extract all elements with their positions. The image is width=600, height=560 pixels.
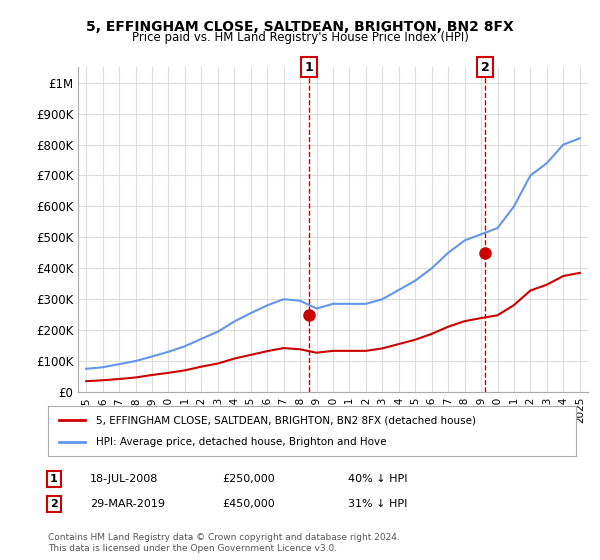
Text: HPI: Average price, detached house, Brighton and Hove: HPI: Average price, detached house, Brig… — [95, 437, 386, 447]
Text: 2: 2 — [50, 499, 58, 509]
Text: 29-MAR-2019: 29-MAR-2019 — [90, 499, 165, 509]
Text: £250,000: £250,000 — [222, 474, 275, 484]
Text: 1: 1 — [305, 60, 313, 74]
Text: 31% ↓ HPI: 31% ↓ HPI — [348, 499, 407, 509]
Text: £450,000: £450,000 — [222, 499, 275, 509]
Text: 1: 1 — [50, 474, 58, 484]
Text: 2: 2 — [481, 60, 490, 74]
Text: Price paid vs. HM Land Registry's House Price Index (HPI): Price paid vs. HM Land Registry's House … — [131, 31, 469, 44]
Text: 40% ↓ HPI: 40% ↓ HPI — [348, 474, 407, 484]
Text: 18-JUL-2008: 18-JUL-2008 — [90, 474, 158, 484]
Text: 5, EFFINGHAM CLOSE, SALTDEAN, BRIGHTON, BN2 8FX: 5, EFFINGHAM CLOSE, SALTDEAN, BRIGHTON, … — [86, 20, 514, 34]
Text: Contains HM Land Registry data © Crown copyright and database right 2024.
This d: Contains HM Land Registry data © Crown c… — [48, 533, 400, 553]
Text: 5, EFFINGHAM CLOSE, SALTDEAN, BRIGHTON, BN2 8FX (detached house): 5, EFFINGHAM CLOSE, SALTDEAN, BRIGHTON, … — [95, 415, 476, 425]
